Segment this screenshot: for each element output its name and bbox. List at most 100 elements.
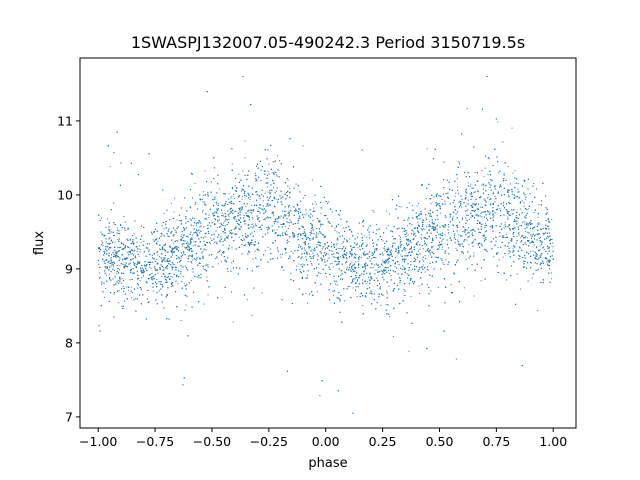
- data-point: [319, 395, 321, 397]
- data-point: [334, 229, 336, 231]
- data-point: [170, 202, 172, 204]
- data-point: [133, 250, 135, 252]
- data-point: [180, 273, 182, 275]
- data-point: [463, 287, 465, 289]
- data-point: [120, 224, 122, 226]
- data-point: [349, 285, 351, 287]
- data-point: [528, 208, 530, 210]
- data-point: [507, 190, 509, 192]
- data-point: [419, 248, 421, 250]
- data-point: [547, 219, 549, 221]
- data-point: [388, 285, 390, 287]
- data-point: [267, 191, 269, 193]
- data-point: [292, 252, 294, 254]
- data-point: [454, 195, 456, 197]
- data-point: [235, 210, 237, 212]
- data-point: [424, 228, 426, 230]
- data-point: [163, 267, 165, 269]
- data-point: [200, 222, 202, 224]
- data-point: [428, 221, 430, 223]
- data-point: [101, 217, 102, 219]
- data-point: [429, 250, 431, 252]
- data-point: [508, 253, 510, 255]
- data-point: [417, 221, 419, 223]
- data-point: [223, 222, 225, 224]
- data-point: [379, 266, 381, 268]
- data-point: [342, 256, 344, 258]
- data-point: [543, 249, 545, 251]
- data-point: [195, 224, 197, 226]
- data-point: [131, 292, 133, 294]
- data-point: [420, 238, 422, 240]
- data-point: [267, 186, 269, 188]
- data-point: [518, 234, 520, 236]
- data-point: [157, 272, 159, 274]
- data-point: [335, 283, 337, 285]
- data-point: [273, 223, 275, 225]
- data-point: [424, 255, 426, 257]
- data-point: [410, 261, 412, 263]
- data-point: [170, 250, 172, 252]
- data-point: [330, 241, 332, 243]
- data-point: [114, 250, 116, 252]
- data-point: [481, 170, 483, 172]
- data-point: [106, 218, 108, 220]
- data-point: [436, 228, 438, 230]
- data-point: [114, 241, 116, 243]
- data-point: [105, 288, 107, 290]
- data-point: [173, 211, 175, 213]
- data-point: [273, 186, 275, 188]
- data-point: [323, 256, 325, 258]
- data-point: [526, 237, 528, 239]
- data-point: [192, 245, 194, 247]
- data-point: [484, 227, 486, 229]
- data-point: [110, 265, 112, 267]
- data-point: [195, 259, 197, 261]
- data-point: [536, 247, 538, 249]
- data-point: [458, 234, 460, 236]
- data-point: [180, 252, 182, 254]
- data-point: [148, 251, 150, 253]
- data-point: [298, 263, 300, 265]
- data-point: [318, 272, 320, 274]
- data-point: [499, 235, 501, 237]
- data-point: [150, 267, 152, 269]
- data-point: [288, 206, 290, 208]
- data-point: [406, 225, 408, 227]
- data-point: [174, 197, 176, 199]
- data-point: [538, 204, 540, 205]
- data-point: [240, 210, 242, 212]
- data-point: [314, 249, 316, 251]
- data-point: [161, 276, 163, 278]
- data-point: [452, 272, 454, 274]
- data-point: [540, 228, 542, 230]
- data-point: [288, 225, 290, 227]
- data-point: [435, 219, 437, 221]
- data-point: [263, 219, 265, 221]
- data-point: [138, 255, 140, 257]
- data-point: [246, 299, 248, 301]
- data-point: [302, 247, 304, 249]
- data-point: [198, 277, 200, 279]
- data-point: [493, 216, 495, 218]
- data-point: [519, 288, 521, 290]
- data-point: [426, 284, 428, 286]
- data-point: [539, 236, 541, 238]
- data-point: [305, 277, 307, 279]
- data-point: [430, 203, 432, 205]
- data-point: [219, 188, 221, 190]
- data-point: [109, 166, 111, 168]
- data-point: [153, 275, 155, 277]
- data-point: [521, 200, 523, 202]
- data-point: [316, 228, 318, 230]
- data-point: [288, 210, 290, 212]
- data-point: [331, 211, 333, 213]
- data-point: [195, 223, 197, 225]
- data-point: [194, 203, 196, 205]
- data-point: [197, 230, 199, 232]
- data-point: [177, 240, 179, 242]
- data-point: [292, 231, 294, 233]
- data-point: [532, 227, 534, 229]
- data-point: [145, 246, 147, 248]
- data-point: [335, 244, 337, 246]
